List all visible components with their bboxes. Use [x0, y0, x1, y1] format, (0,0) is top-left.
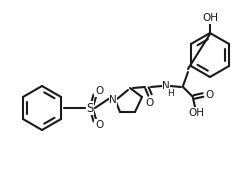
Text: S: S [86, 102, 94, 114]
Text: OH: OH [188, 108, 204, 118]
Text: OH: OH [202, 13, 218, 23]
Text: O: O [146, 98, 154, 108]
Text: O: O [95, 120, 103, 130]
Text: N: N [109, 95, 117, 105]
Text: O: O [95, 86, 103, 96]
Text: O: O [206, 90, 214, 100]
Text: H: H [168, 88, 174, 98]
Text: N: N [162, 81, 170, 91]
